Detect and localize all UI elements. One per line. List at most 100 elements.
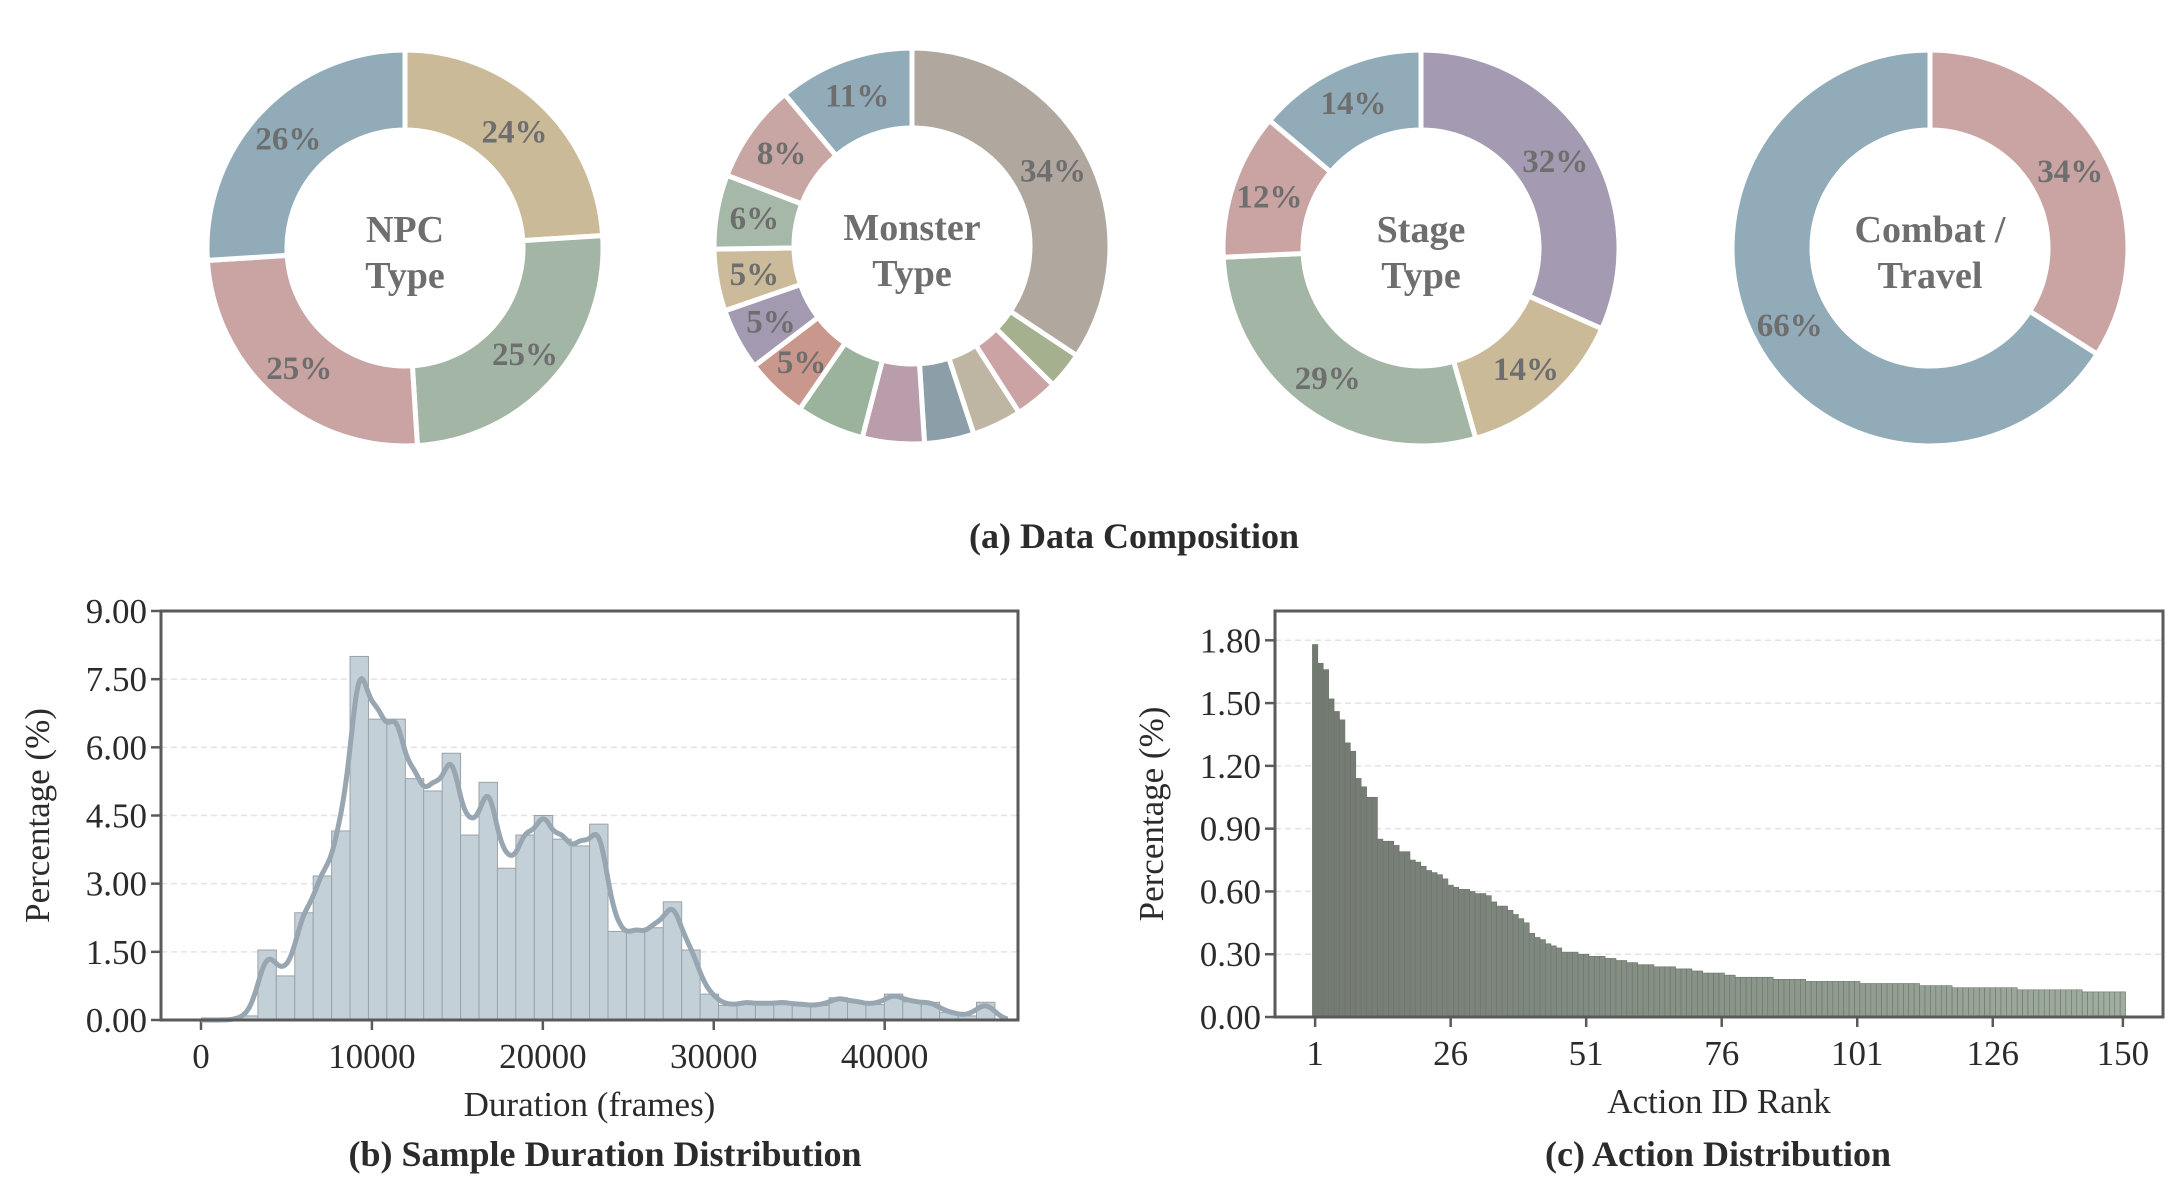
slice-label: 24% xyxy=(482,114,548,150)
action-bar xyxy=(1615,960,1622,1018)
donut-center-title: Monster xyxy=(843,207,980,249)
action-bar xyxy=(1664,966,1671,1018)
slice-label: 11% xyxy=(825,79,889,115)
action-bar xyxy=(2060,989,2067,1018)
action-bar xyxy=(1697,970,1704,1018)
caption-a: (a) Data Composition xyxy=(969,516,1299,556)
x-tick-label: 126 xyxy=(1967,1034,2020,1073)
action-bar xyxy=(1566,951,1573,1018)
y-tick-label: 0.00 xyxy=(1200,998,1261,1037)
histogram-bar xyxy=(404,778,425,1021)
action-bar xyxy=(1995,987,2002,1018)
action-bar xyxy=(2114,991,2121,1018)
x-tick-label: 10000 xyxy=(328,1037,416,1076)
action-bar xyxy=(1572,951,1579,1018)
action-bar xyxy=(1642,964,1649,1018)
action-bar xyxy=(1355,778,1362,1018)
action-bar xyxy=(1539,939,1546,1018)
y-tick-label: 0.00 xyxy=(86,1001,147,1040)
x-tick-label: 40000 xyxy=(841,1037,929,1076)
action-bar xyxy=(1350,750,1357,1018)
action-bar xyxy=(1957,987,1964,1018)
action-bar xyxy=(1621,960,1628,1018)
slice-label: 25% xyxy=(492,337,558,373)
action-bar xyxy=(1675,968,1682,1018)
action-bar xyxy=(1800,979,1807,1018)
action-bar xyxy=(1436,874,1443,1018)
histogram-bar xyxy=(460,834,480,1021)
donut-slice xyxy=(402,47,606,244)
action-bar xyxy=(1447,884,1454,1018)
action-bar xyxy=(1935,985,1942,1018)
action-bar xyxy=(1718,972,1725,1018)
action-bar xyxy=(1713,972,1720,1018)
donut-slice xyxy=(409,232,606,449)
action-bar xyxy=(1848,981,1855,1018)
histogram-bar xyxy=(423,790,443,1021)
slice-label: 34% xyxy=(2037,154,2103,190)
action-bar xyxy=(1973,987,1980,1018)
action-bar xyxy=(1431,872,1438,1018)
action-bar xyxy=(1919,985,1926,1018)
action-bar xyxy=(1659,966,1666,1018)
action-bar xyxy=(1837,981,1844,1018)
action-bar xyxy=(1507,909,1514,1018)
histogram-bar xyxy=(902,1001,922,1021)
action-bar xyxy=(2065,989,2072,1018)
action-bar xyxy=(1669,966,1676,1018)
action-bar xyxy=(2109,991,2116,1018)
action-bar xyxy=(2033,989,2040,1018)
action-bar xyxy=(1691,970,1698,1018)
y-tick-label: 3.00 xyxy=(86,865,147,904)
donut-slice xyxy=(1418,47,1622,333)
action-bar xyxy=(1751,976,1758,1018)
action-bar xyxy=(1930,985,1937,1018)
x-tick-label: 1 xyxy=(1306,1034,1324,1073)
action-bar xyxy=(1886,983,1893,1018)
action-bar xyxy=(1453,886,1460,1018)
histogram-bar xyxy=(533,815,554,1021)
action-bar xyxy=(1561,951,1568,1018)
action-bar xyxy=(1881,983,1888,1018)
y-tick-label: 4.50 xyxy=(86,797,147,836)
action-bar xyxy=(1523,922,1530,1018)
donut-slice xyxy=(781,45,915,160)
action-bar xyxy=(1631,962,1638,1018)
x-axis-label: Action ID Rank xyxy=(1607,1082,1831,1121)
slice-label: 14% xyxy=(1493,352,1559,388)
x-tick-label: 51 xyxy=(1569,1034,1604,1073)
action-bar xyxy=(1827,981,1834,1018)
action-bar xyxy=(1756,976,1763,1018)
slice-label: 26% xyxy=(255,121,321,157)
action-bar xyxy=(1903,983,1910,1018)
action-bar xyxy=(2076,989,2083,1018)
x-tick-label: 30000 xyxy=(670,1037,758,1076)
action-bar xyxy=(1729,974,1736,1018)
action-bar xyxy=(1968,987,1975,1018)
action-bar xyxy=(1458,889,1465,1018)
action-bar xyxy=(1653,966,1660,1018)
action-bar xyxy=(2119,991,2126,1018)
donut-center-title: Type xyxy=(872,253,952,295)
caption-c: (c) Action Distribution xyxy=(1545,1134,1891,1174)
action-bar xyxy=(1978,987,1985,1018)
y-axis-label: Percentage (%) xyxy=(1132,707,1171,922)
slice-label: 5% xyxy=(777,345,827,381)
action-bar xyxy=(1810,981,1817,1018)
histogram-bar xyxy=(386,718,406,1021)
action-bar xyxy=(1534,937,1541,1018)
action-bar xyxy=(1854,981,1861,1018)
histogram-bar xyxy=(312,875,333,1021)
action-bar xyxy=(1398,851,1405,1018)
data-composition-donuts: 24%25%25%26%NPCType34%5%5%5%6%8%11%Monst… xyxy=(204,45,2131,449)
action-bar xyxy=(1870,983,1877,1018)
action-bar xyxy=(1707,972,1714,1018)
y-tick-label: 1.80 xyxy=(1200,621,1261,660)
action-bar xyxy=(2006,987,2013,1018)
action-bar xyxy=(1734,976,1741,1018)
donut-slice xyxy=(1220,250,1479,449)
histogram-bar xyxy=(570,845,591,1021)
histogram-bar xyxy=(367,718,388,1021)
